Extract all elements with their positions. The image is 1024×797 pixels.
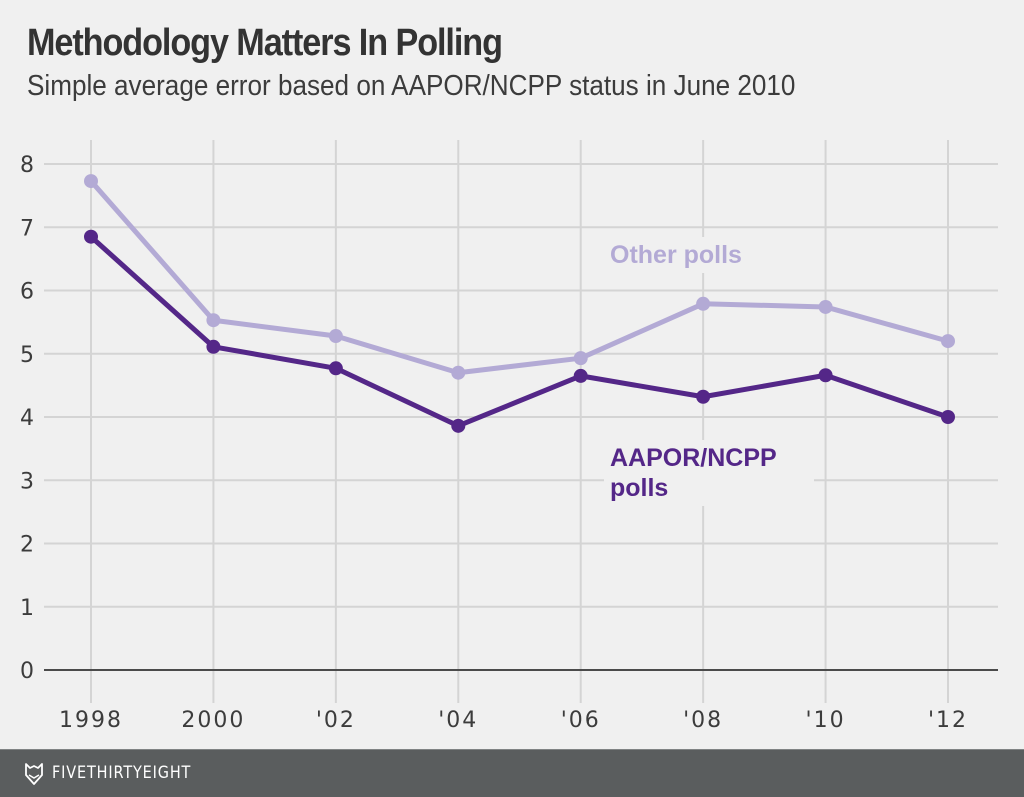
y-axis-tick-labels: 0 1 2 3 4 5 6 7 8 xyxy=(20,153,34,684)
y-tick-label: 5 xyxy=(20,343,34,368)
chart-subtitle: Simple average error based on AAPOR/NCPP… xyxy=(27,70,796,102)
series-lines xyxy=(84,174,955,433)
x-axis-tick-labels: 1998 2000 '02 '04 '06 '08 '10 '12 xyxy=(59,708,968,733)
other-polls-point xyxy=(328,329,343,344)
x-tick-label: '04 xyxy=(438,708,478,733)
aapor-ncpp-polls-label: AAPOR/NCPP xyxy=(610,444,777,472)
x-tick-label: '08 xyxy=(683,708,723,733)
aapor-ncpp-polls-point xyxy=(818,368,833,383)
aapor-ncpp-polls-point xyxy=(941,410,955,424)
other-polls-point xyxy=(84,174,98,189)
series-label-background xyxy=(604,237,764,273)
y-tick-label: 0 xyxy=(20,659,34,684)
x-tick-label: '12 xyxy=(928,708,968,733)
y-tick-label: 3 xyxy=(20,469,34,494)
other-polls-point xyxy=(941,334,955,349)
series-label-background xyxy=(604,440,814,506)
other-polls-line xyxy=(89,179,949,376)
y-tick-label: 1 xyxy=(20,596,34,621)
other-polls-point xyxy=(818,299,833,314)
y-tick-label: 6 xyxy=(20,280,34,305)
brand-name: FIVETHIRTYEIGHT xyxy=(52,763,192,783)
y-tick-label: 4 xyxy=(20,406,34,431)
other-polls-point xyxy=(206,313,221,328)
chart-title: Methodology Matters In Polling xyxy=(27,22,503,64)
line-chart: 0 1 2 3 4 5 6 7 8 1998 2000 '02 '04 '06 '08 '10 '12 Oth… xyxy=(20,140,998,733)
x-tick-label: 1998 xyxy=(59,708,123,733)
x-tick-label: '10 xyxy=(806,708,846,733)
aapor-ncpp-polls-point xyxy=(451,418,466,433)
x-tick-label: '06 xyxy=(561,708,601,733)
footer-bar: FIVETHIRTYEIGHT xyxy=(0,749,1024,797)
aapor-ncpp-polls-line xyxy=(89,234,949,429)
y-tick-label: 7 xyxy=(20,216,34,241)
other-polls-label: Other polls xyxy=(610,241,742,269)
y-tick-label: 8 xyxy=(20,153,34,178)
aapor-ncpp-polls-point xyxy=(328,361,343,376)
x-tick-label: '02 xyxy=(316,708,356,733)
y-tick-label: 2 xyxy=(20,533,34,558)
aapor-ncpp-polls-point xyxy=(696,389,711,404)
horizontal-gridlines xyxy=(44,163,998,671)
other-polls-point xyxy=(451,365,466,380)
fox-head-icon xyxy=(25,763,43,785)
aapor-ncpp-polls-point xyxy=(206,339,221,354)
other-polls-point xyxy=(573,351,588,366)
aapor-ncpp-polls-label: polls xyxy=(610,474,668,502)
aapor-ncpp-polls-point xyxy=(573,368,588,383)
aapor-ncpp-polls-point xyxy=(84,229,98,244)
x-tick-label: 2000 xyxy=(181,708,245,733)
other-polls-point xyxy=(696,296,711,311)
vertical-gridlines xyxy=(90,140,949,703)
